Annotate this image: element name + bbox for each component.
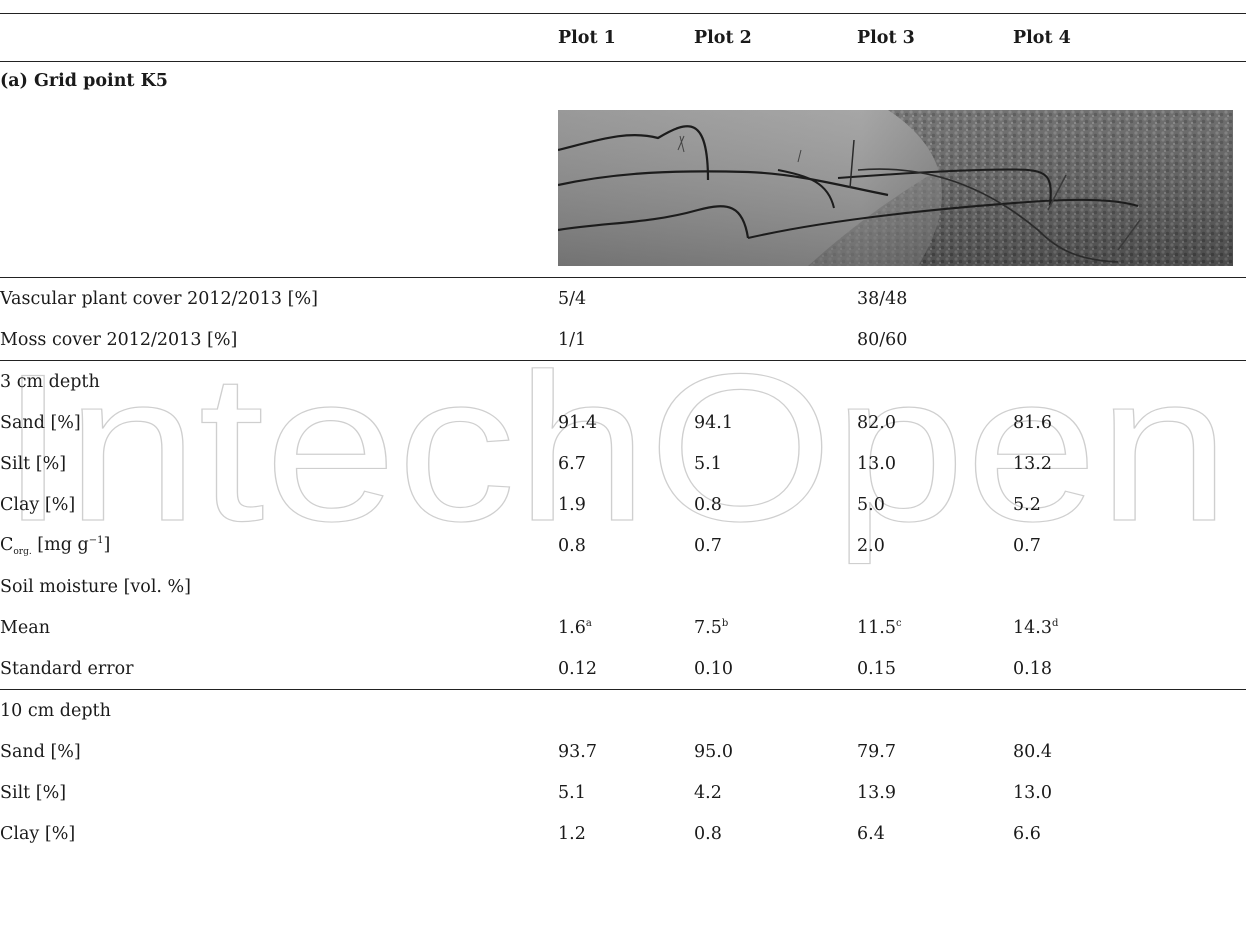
row-label: Standard error	[0, 648, 558, 690]
site-photo	[558, 109, 1233, 266]
significance-letter: c	[895, 617, 902, 629]
cell-plot-4	[1013, 278, 1246, 320]
cell-plot-4: 0.7	[1013, 535, 1041, 556]
cell-plot-1: 1.9	[558, 494, 586, 515]
table-row: Clay [%] 1.9 0.8 5.0 5.2	[0, 484, 1246, 525]
section-row: (a) Grid point K5	[0, 62, 1246, 101]
significance-letter: d	[1051, 617, 1059, 629]
cell-plot-1: 0.8	[558, 535, 586, 556]
mean-value: 14.3	[1013, 617, 1052, 638]
header-plot-2: Plot 2	[694, 13, 857, 62]
header-plot-1: Plot 1	[558, 13, 694, 62]
table-row: Corg. [mg g−1] 0.8 0.7 2.0 0.7	[0, 525, 1246, 566]
cell-plot-1: 1.2	[558, 824, 586, 844]
table-row: Clay [%] 1.2 0.8 6.4 6.6	[0, 813, 1246, 855]
mean-value: 11.5	[857, 617, 896, 638]
soil-properties-table: Plot 1 Plot 2 Plot 3 Plot 4 (a) Grid poi…	[0, 13, 1246, 855]
row-label: Mean	[0, 617, 50, 638]
row-label: Silt [%]	[0, 782, 67, 803]
cell-plot-2: 95.0	[694, 741, 733, 762]
corg-unit: [mg g	[31, 534, 89, 555]
cell-plot-3: 13.9	[857, 782, 896, 803]
table-row: Vascular plant cover 2012/2013 [%] 5/4 3…	[0, 278, 1246, 320]
cell-plot-3: 2.0	[857, 535, 885, 556]
photo-label-cell	[0, 100, 558, 278]
cell-plot-1: 1.6a	[558, 607, 694, 648]
table-row: Sand [%] 93.7 95.0 79.7 80.4	[0, 731, 1246, 772]
cell-plot-4: 0.18	[1013, 648, 1246, 690]
cell-plot-3: 6.4	[857, 824, 885, 844]
cell-plot-1: 5.1	[558, 782, 586, 803]
header-plot-3: Plot 3	[857, 13, 1013, 62]
cell-plot-4: 13.2	[1013, 453, 1052, 474]
cell-plot-4: 80.4	[1013, 741, 1052, 762]
depth-heading-row: 10 cm depth	[0, 690, 1246, 732]
depth-heading-row: 3 cm depth	[0, 361, 1246, 403]
row-label-corg: Corg. [mg g−1]	[0, 525, 558, 566]
corg-symbol: C	[0, 534, 14, 555]
significance-letter: a	[585, 617, 592, 629]
cell-plot-2	[694, 278, 857, 320]
row-label: Sand [%]	[0, 412, 81, 433]
depth-heading-10cm: 10 cm depth	[0, 700, 111, 721]
section-title: (a) Grid point K5	[0, 71, 168, 91]
table-row: Silt [%] 5.1 4.2 13.9 13.0	[0, 772, 1246, 813]
cell-plot-2: 0.8	[694, 494, 722, 515]
cell-plot-1: 1/1	[558, 319, 694, 361]
cell-plot-4	[1013, 319, 1246, 361]
photo-cell	[558, 100, 1246, 278]
row-label: Clay [%]	[0, 824, 76, 844]
cell-plot-2: 4.2	[694, 782, 722, 803]
header-blank	[0, 13, 558, 62]
cell-plot-3: 11.5c	[857, 607, 1013, 648]
cell-plot-3: 5.0	[857, 494, 885, 515]
mean-value: 7.5	[694, 617, 722, 638]
table-row: Standard error 0.12 0.10 0.15 0.18	[0, 648, 1246, 690]
cell-plot-3: 80/60	[857, 319, 1013, 361]
cell-plot-4: 14.3d	[1013, 607, 1246, 648]
cell-plot-2	[694, 319, 857, 361]
table-row: Silt [%] 6.7 5.1 13.0 13.2	[0, 443, 1246, 484]
cell-plot-2: 0.7	[694, 535, 722, 556]
table-row: Sand [%] 91.4 94.1 82.0 81.6	[0, 402, 1246, 443]
cell-plot-3: 79.7	[857, 741, 896, 762]
cell-plot-4: 5.2	[1013, 494, 1041, 515]
cell-plot-3: 38/48	[857, 288, 908, 309]
row-label: Sand [%]	[0, 741, 81, 762]
corg-unit-close: ]	[103, 534, 111, 555]
depth-heading-3cm: 3 cm depth	[0, 371, 100, 392]
cell-plot-2: 5.1	[694, 453, 722, 474]
cell-plot-2: 0.10	[694, 648, 857, 690]
cell-plot-1: 5/4	[558, 288, 587, 309]
table-row: Mean 1.6a 7.5b 11.5c 14.3d	[0, 607, 1246, 648]
header-plot-4: Plot 4	[1013, 13, 1246, 62]
cell-plot-2: 7.5b	[694, 607, 857, 648]
cell-plot-3: 0.15	[857, 648, 1013, 690]
soil-moisture-heading: Soil moisture [vol. %]	[0, 576, 192, 597]
corg-subscript: org.	[13, 546, 32, 557]
cell-plot-2: 94.1	[694, 412, 733, 433]
cell-plot-4: 81.6	[1013, 412, 1052, 433]
header-row: Plot 1 Plot 2 Plot 3 Plot 4	[0, 13, 1246, 62]
cell-plot-3: 82.0	[857, 412, 896, 433]
row-label: Silt [%]	[0, 453, 67, 474]
row-label: Clay [%]	[0, 494, 76, 515]
cell-plot-1: 91.4	[558, 412, 597, 433]
photo-row	[0, 100, 1246, 278]
cell-plot-4: 13.0	[1013, 782, 1052, 803]
cell-plot-1: 0.12	[558, 648, 694, 690]
cell-plot-3: 13.0	[857, 453, 896, 474]
cell-plot-2: 0.8	[694, 824, 722, 844]
corg-unit-exponent: −1	[88, 534, 104, 546]
mean-value: 1.6	[558, 617, 586, 638]
table-row: Soil moisture [vol. %]	[0, 566, 1246, 607]
table-row: Moss cover 2012/2013 [%] 1/1 80/60	[0, 319, 1246, 361]
cell-plot-4: 6.6	[1013, 824, 1041, 844]
row-label: Vascular plant cover 2012/2013 [%]	[0, 288, 318, 309]
cell-plot-1: 6.7	[558, 453, 586, 474]
significance-letter: b	[721, 617, 729, 629]
row-label: Moss cover 2012/2013 [%]	[0, 319, 558, 361]
cell-plot-1: 93.7	[558, 741, 597, 762]
